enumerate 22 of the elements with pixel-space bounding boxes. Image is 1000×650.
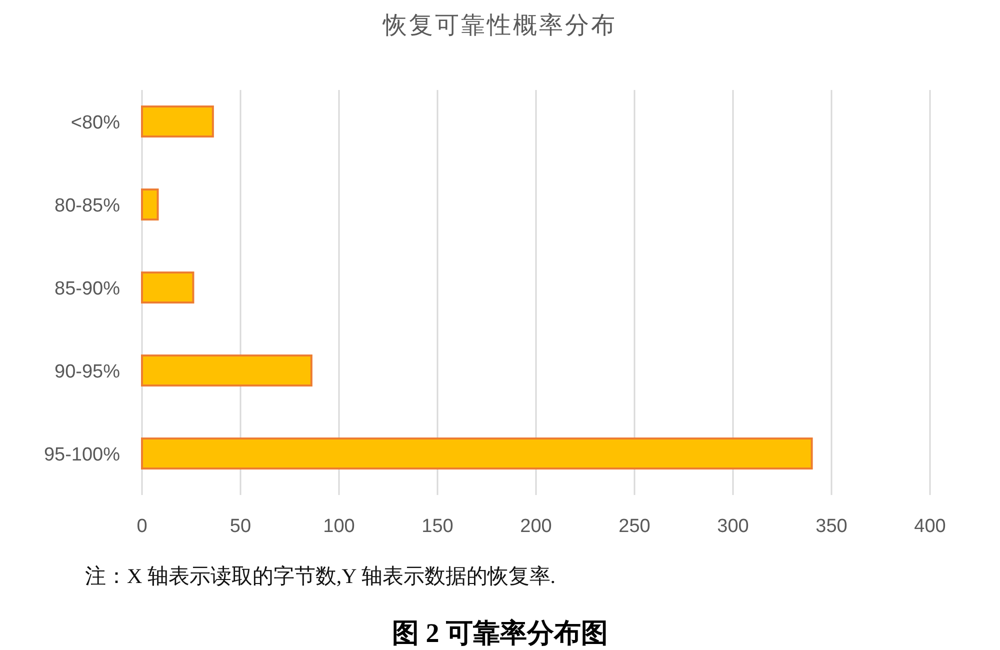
bar <box>141 354 312 386</box>
y-tick-label: 80-85% <box>54 196 120 216</box>
bar <box>141 272 194 304</box>
y-tick-label: <80% <box>70 112 120 134</box>
x-tick-label: 0 <box>136 516 148 537</box>
text: 注：X 轴表示读取的字节数,Y 轴表示数据的恢复率. <box>85 564 556 588</box>
x-tick-label: 200 <box>520 516 552 537</box>
x-tick-label: 150 <box>422 516 454 537</box>
bar <box>141 188 159 220</box>
bar <box>141 438 813 470</box>
bar <box>141 106 214 138</box>
x-tick-label: 300 <box>717 516 749 537</box>
caption: 图 2 可靠率分布图 <box>392 618 608 648</box>
x-tick-label: 400 <box>914 516 946 537</box>
x-tick-label: 250 <box>618 516 650 537</box>
chart-title: 恢复可靠性概率分布 <box>382 11 617 39</box>
x-tick-label: 50 <box>230 516 252 537</box>
y-tick-label: 85-90% <box>54 278 120 300</box>
x-tick-label: 350 <box>816 516 848 537</box>
y-tick-label: 90-95% <box>54 362 120 382</box>
x-tick-label: 100 <box>323 516 355 537</box>
y-tick-label: 95-100% <box>44 444 120 466</box>
